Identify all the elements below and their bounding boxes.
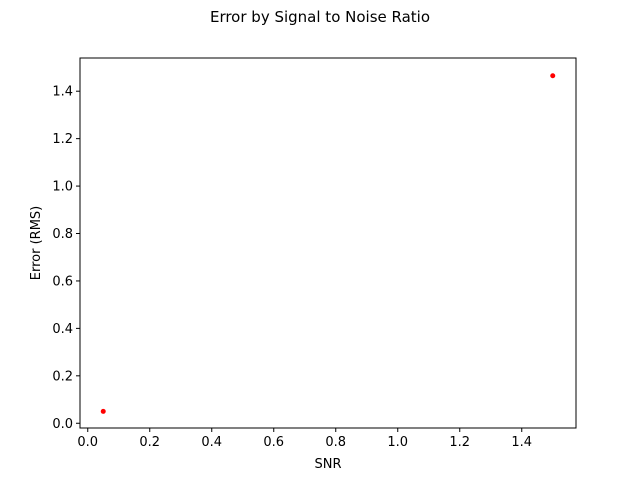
- y-tick-label: 1.4: [52, 85, 73, 100]
- x-tick-label: 0.0: [77, 435, 98, 450]
- x-axis-label: SNR: [314, 457, 341, 472]
- x-tick-label: 0.8: [325, 435, 346, 450]
- x-tick-label: 0.6: [263, 435, 284, 450]
- y-tick-label: 0.2: [52, 369, 73, 384]
- chart-title: Error by Signal to Noise Ratio: [210, 8, 430, 26]
- plot-frame: [79, 57, 577, 429]
- y-tick-label: 0.8: [52, 227, 73, 242]
- y-tick-label: 1.2: [52, 132, 73, 147]
- data-points: [100, 73, 556, 414]
- data-point-1: [100, 408, 106, 414]
- y-tick-label: 0.4: [52, 322, 73, 337]
- y-tick-label: 0.0: [52, 417, 73, 432]
- x-tick-label: 0.4: [201, 435, 222, 450]
- y-axis-ticks: 0.0 0.2 0.4 0.6 0.8 1.0 1.2 1.4: [52, 85, 80, 432]
- y-tick-label: 1.0: [52, 180, 73, 195]
- y-axis-label: Error (RMS): [29, 206, 44, 280]
- x-tick-label: 1.0: [387, 435, 408, 450]
- x-tick-label: 1.4: [511, 435, 532, 450]
- x-axis-ticks: 0.0 0.2 0.4 0.6 0.8 1.0 1.2 1.4: [77, 428, 532, 450]
- y-tick-label: 0.6: [52, 274, 73, 289]
- data-point-2: [550, 73, 556, 79]
- x-tick-label: 0.2: [139, 435, 160, 450]
- x-tick-label: 1.2: [449, 435, 470, 450]
